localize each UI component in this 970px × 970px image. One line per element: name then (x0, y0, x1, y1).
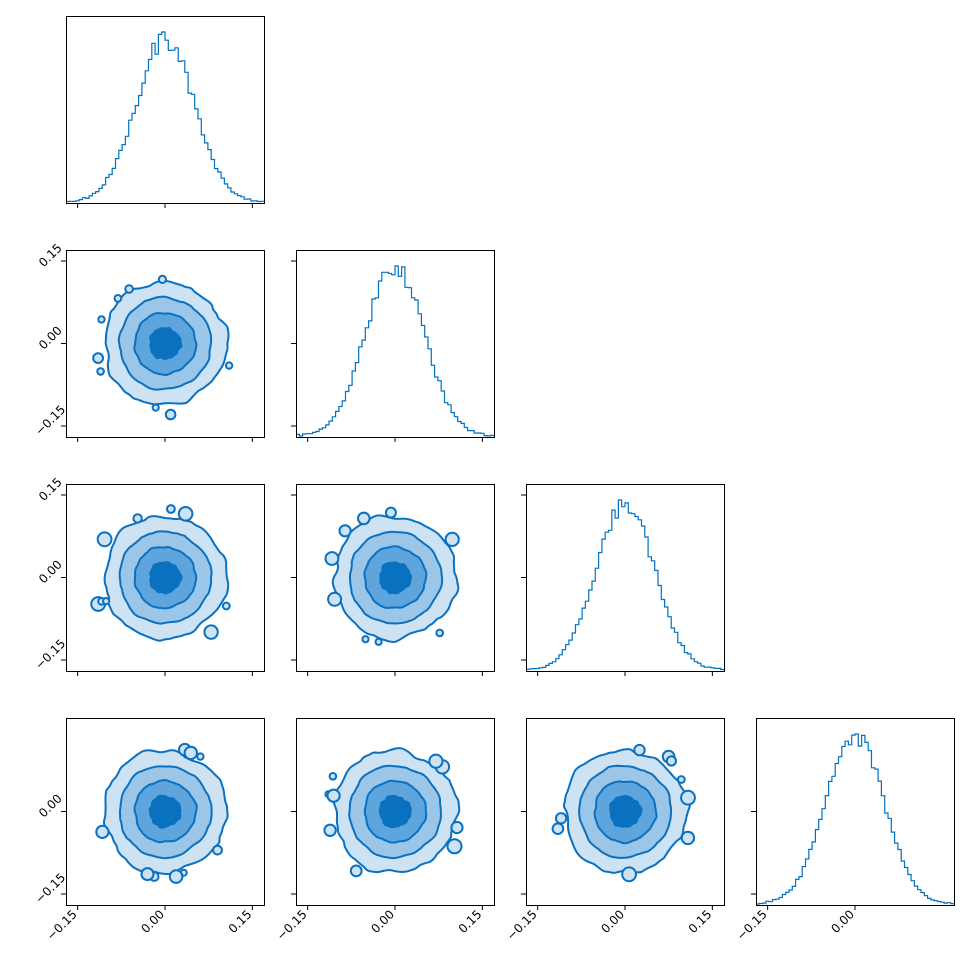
contour-island (428, 753, 444, 769)
contour-island (446, 838, 463, 855)
contour-island (183, 745, 199, 761)
contour-island (166, 504, 176, 514)
contour-island (680, 830, 696, 846)
contour-island (338, 524, 352, 538)
contour-island (157, 274, 167, 284)
contour-island (203, 624, 219, 640)
contour-panel-3-2 (324, 506, 460, 646)
x-tick-label: −0.15 (274, 907, 310, 943)
contour-level-4 (609, 794, 643, 828)
histogram-1 (66, 31, 264, 203)
x-tick-label: −0.15 (734, 907, 770, 943)
panel-frame-2-2 (296, 250, 495, 438)
contour-island (444, 531, 460, 548)
contour-island (102, 597, 111, 606)
contour-level-4 (149, 561, 183, 595)
contour-level-4 (148, 794, 182, 829)
y-tick-label: 0.00 (36, 557, 65, 586)
contour-island (326, 788, 341, 803)
contour-island (221, 601, 231, 611)
y-tick-label: 0.00 (36, 791, 65, 820)
y-tick-label: 0.15 (36, 475, 65, 504)
contour-island (384, 506, 397, 519)
contour-level-4 (379, 561, 413, 595)
contour-level-4 (149, 326, 183, 360)
x-tick-label: −0.15 (44, 907, 80, 943)
contour-island (676, 775, 686, 784)
y-tick-label: −0.15 (32, 870, 68, 906)
y-tick-label: 0.15 (36, 241, 65, 270)
contour-island (374, 637, 383, 646)
contour-panel-4-2 (323, 747, 464, 878)
panel-frame-3-3 (526, 484, 725, 672)
contour-island (96, 531, 113, 548)
contour-island (96, 367, 105, 376)
x-tick-label: 0.15 (456, 907, 485, 936)
contour-panel-3-1 (90, 504, 231, 642)
contour-island (349, 864, 363, 878)
histogram-4 (756, 733, 954, 905)
contour-panel-2-1 (92, 274, 234, 421)
contour-panel-4-3 (551, 743, 696, 883)
contour-island (164, 408, 177, 421)
contour-island (95, 824, 110, 840)
x-tick-label: 0.15 (686, 907, 715, 936)
contour-island (113, 294, 123, 303)
contour-island (212, 844, 223, 856)
contour-island (450, 820, 464, 835)
contour-island (140, 867, 155, 882)
contour-island (551, 822, 565, 836)
contour-island (323, 823, 337, 837)
y-tick-label: −0.15 (32, 636, 68, 672)
contour-island (435, 628, 445, 638)
panel-frame-1-1 (66, 16, 265, 204)
x-tick-label: 0.00 (598, 907, 627, 936)
contour-island (357, 511, 371, 526)
contour-island (621, 866, 637, 883)
histogram-3 (526, 499, 724, 671)
y-tick-label: −0.15 (32, 402, 68, 438)
x-tick-label: 0.00 (828, 907, 857, 936)
contour-panel-4-1 (95, 742, 229, 884)
contour-island (554, 812, 568, 825)
x-tick-label: 0.00 (368, 907, 397, 936)
contour-island (132, 513, 143, 524)
contour-island (97, 315, 106, 324)
contour-island (196, 752, 205, 761)
contour-island (151, 403, 160, 412)
contour-island (327, 591, 343, 607)
contour-island (680, 789, 696, 806)
histogram-2 (296, 265, 494, 437)
panel-frame-4-4 (756, 718, 955, 906)
contour-island (124, 284, 134, 294)
contour-island (177, 506, 194, 522)
contour-island (665, 755, 678, 767)
contour-island (328, 772, 338, 781)
x-tick-label: 0.15 (226, 907, 255, 936)
x-tick-label: −0.15 (504, 907, 540, 943)
contour-island (224, 361, 234, 370)
contour-island (324, 551, 340, 566)
contour-island (361, 635, 370, 644)
contour-island (168, 869, 184, 884)
contour-island (92, 352, 104, 365)
contour-island (633, 743, 646, 757)
contour-level-4 (378, 794, 412, 829)
y-tick-label: 0.00 (36, 323, 65, 352)
x-tick-label: 0.00 (138, 907, 167, 936)
